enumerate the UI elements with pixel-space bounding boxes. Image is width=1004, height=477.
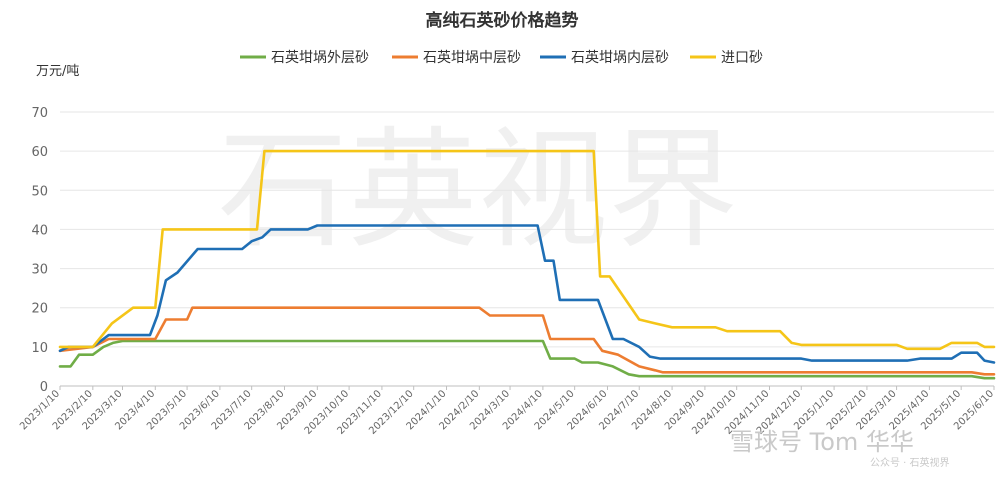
series-line-2 xyxy=(58,306,996,376)
legend-label-1: 石英坩埚外层砂 xyxy=(271,49,369,66)
series-lines xyxy=(58,149,996,380)
y-tick-label: 30 xyxy=(31,263,48,278)
watermark-corner: 雪球号 Tom 华华 公众号 · 石英视界 xyxy=(730,428,950,469)
chart-title: 高纯石英砂价格趋势 xyxy=(426,10,579,31)
y-tick-label: 0 xyxy=(40,380,48,395)
legend: 石英坩埚外层砂 石英坩埚中层砂 石英坩埚内层砂 进口砂 xyxy=(240,49,763,66)
y-tick-label: 20 xyxy=(31,302,48,317)
y-axis-unit-label: 万元/吨 xyxy=(36,64,79,79)
watermark-corner-text: 雪球号 Tom 华华 xyxy=(730,428,914,456)
y-tick-label: 60 xyxy=(31,145,48,160)
y-tick-label: 50 xyxy=(31,184,48,199)
legend-label-4: 进口砂 xyxy=(721,50,763,66)
series-line-3 xyxy=(58,224,996,364)
legend-label-3: 石英坩埚内层砂 xyxy=(571,49,669,66)
series-line-4 xyxy=(58,149,996,351)
watermark-corner-subtext: 公众号 · 石英视界 xyxy=(870,456,950,469)
series-line-1 xyxy=(58,339,996,380)
y-tick-label: 70 xyxy=(31,106,48,121)
y-tick-label: 40 xyxy=(31,223,48,238)
y-tick-label: 10 xyxy=(31,341,48,356)
y-axis-ticks: 0 10 20 30 40 50 60 70 xyxy=(31,106,48,395)
legend-label-2: 石英坩埚中层砂 xyxy=(423,49,521,66)
